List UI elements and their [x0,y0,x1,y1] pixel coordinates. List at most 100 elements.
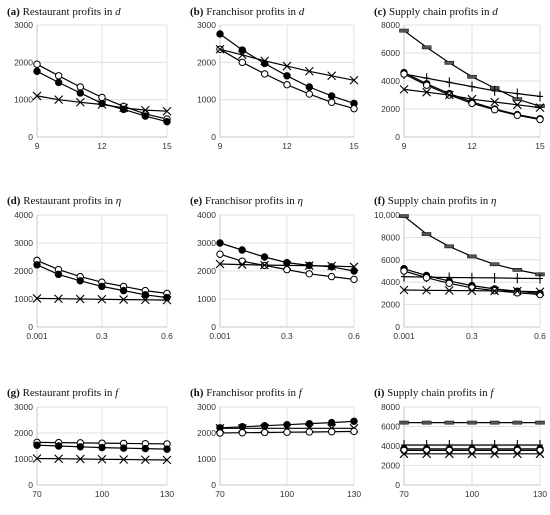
y-tick-label: 2000 [381,300,400,310]
data-point [260,428,269,437]
data-point [283,81,291,89]
data-point [327,98,336,106]
x-tick-label: 130 [347,489,361,499]
y-tick-label: 10,000 [374,210,400,220]
panel-c: (c) Supply chain profits in d 0 2000 4000 60… [374,6,545,151]
x-tick-label: 100 [465,489,479,499]
y-tick-label: 1000 [14,294,33,304]
panel-h: (h) Franchisor profits in f 0 1000 2000 3000… [190,387,361,499]
data-point [76,89,85,97]
panel-symbol: d [115,6,121,18]
panel-symbol: f [490,387,495,399]
data-point [98,443,106,452]
data-point [512,420,523,425]
data-point [399,85,409,94]
data-point [140,105,150,115]
data-point [350,427,358,436]
x-tick-label: 12 [467,141,477,151]
data-point [536,115,544,124]
data-point [399,28,409,33]
data-point [119,295,128,304]
data-point [119,455,129,464]
y-tick-label: 6000 [381,255,400,265]
data-point [327,71,337,81]
panel-symbol: d [299,6,305,18]
panel-title-c: (c) Supply chain profits in d [374,6,498,18]
y-tick-label: 3000 [197,402,216,412]
data-point [98,99,106,108]
panel-g: (g) Restaurant profits in f 0 1000 2000 3000… [7,387,174,499]
panel-tag: (b) [190,6,204,18]
data-point [468,446,476,455]
panel-d: (d) Restaurant profits in η 0 1000 2000 3000… [7,195,173,341]
series-5 [399,449,545,459]
data-point [535,420,545,425]
data-point [76,277,84,285]
data-point [490,106,499,114]
data-point [490,446,499,455]
data-point [215,259,225,269]
y-tick-label: 4000 [14,210,33,220]
y-tick-label: 2000 [381,104,400,114]
data-point [421,232,432,236]
data-point [305,83,314,91]
data-point [162,295,172,305]
data-point [422,87,432,97]
data-point [512,100,522,110]
data-point [446,77,453,88]
series-2 [33,441,171,453]
x-tick-label: 9 [402,141,407,151]
data-point [163,117,171,126]
data-point [98,93,106,102]
data-point [535,287,545,297]
data-point [491,85,498,96]
data-point [305,419,314,428]
series-2 [401,440,543,451]
data-point [76,83,85,91]
data-point [422,446,431,455]
series-3 [32,294,172,305]
data-point [283,72,291,80]
series-5 [399,285,545,297]
y-tick-label: 2000 [197,428,216,438]
data-point [260,70,269,78]
data-point [54,72,63,80]
y-tick-label: 0 [395,132,400,142]
data-point [467,254,477,259]
data-point [32,91,42,101]
x-tick-label: 0.001 [393,331,415,341]
y-tick-label: 4000 [197,210,216,220]
data-point [216,239,224,247]
x-tick-label: 70 [215,489,225,499]
data-point [304,66,314,76]
panel-title-text: Restaurant profits in [20,6,115,18]
y-tick-label: 3000 [14,238,33,248]
data-point [282,261,292,270]
y-tick-label: 4000 [381,76,400,86]
x-tick-label: 70 [32,489,42,499]
data-point [54,95,64,105]
series-3 [32,454,172,465]
data-point [349,75,359,85]
y-tick-label: 2000 [197,57,216,67]
data-point [514,88,521,99]
panel-tag: (h) [190,387,204,399]
data-point [75,294,85,304]
data-point [54,454,64,464]
panel-tag: (g) [7,387,20,399]
x-tick-label: 100 [95,489,109,499]
y-tick-label: 3000 [14,20,33,30]
y-tick-label: 2000 [197,266,216,276]
panel-symbol: f [115,387,120,399]
data-point [54,294,63,304]
data-point [33,441,41,449]
y-tick-label: 4000 [381,277,400,287]
data-point [97,294,107,304]
data-point [513,111,522,120]
data-point [216,429,224,437]
data-point [75,454,85,464]
data-point [305,90,314,98]
x-tick-label: 0.6 [348,331,360,341]
data-point [350,104,358,113]
data-point [283,420,291,429]
